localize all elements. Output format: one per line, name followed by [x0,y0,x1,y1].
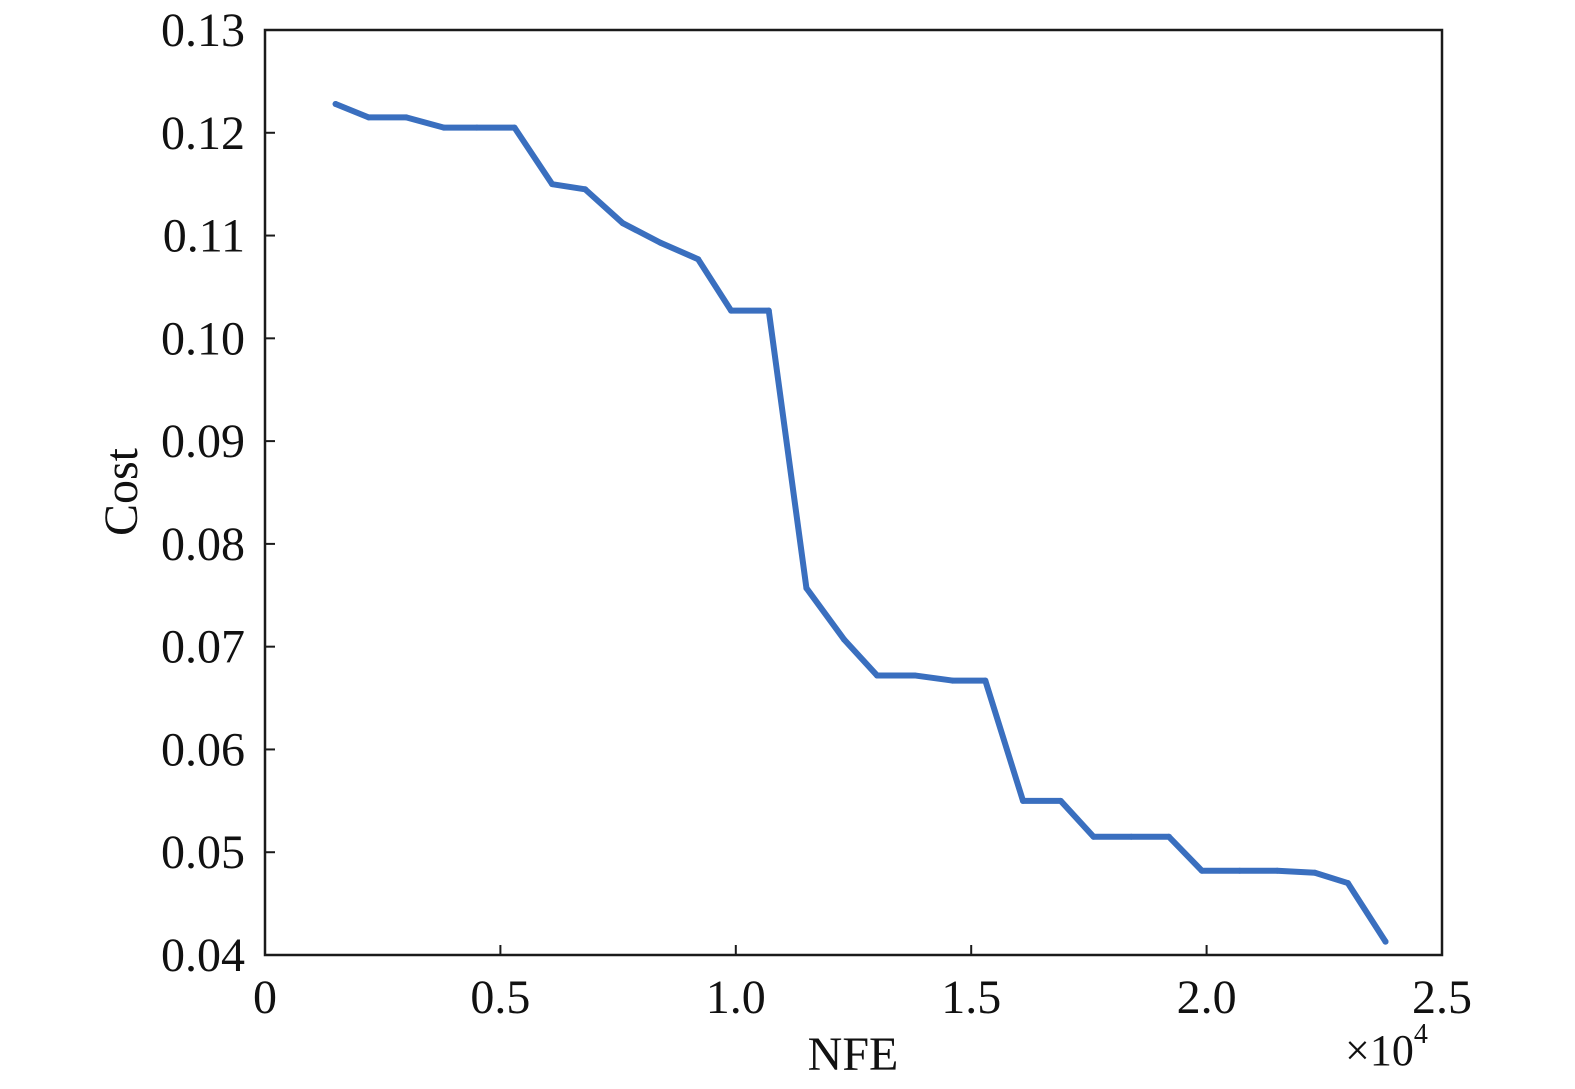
plot-frame [263,28,1444,957]
data-point [440,124,447,131]
y-tick-label: 0.09 [161,415,245,468]
data-point [728,307,735,314]
x-multiplier-exponent: 4 [1414,1019,1428,1050]
data-point [511,124,518,131]
data-point [1274,867,1281,874]
y-tick-label: 0.04 [161,929,245,982]
y-tick-label: 0.07 [161,621,245,674]
y-tick-label: 0.13 [161,4,245,57]
y-tick-label: 0.08 [161,518,245,571]
x-multiplier-label: ×104 [1345,1019,1428,1075]
x-tick-label: 2.5 [1412,971,1472,1024]
data-point [332,101,339,107]
data-point [982,677,989,684]
x-axis-title: NFE [808,1028,899,1081]
data-point [1090,833,1097,840]
data-point [1236,867,1243,874]
y-axis-title: Cost [95,447,148,536]
y-tick-label: 0.11 [163,210,245,263]
data-point [1198,867,1205,874]
x-multiplier-base: ×10 [1345,1026,1414,1075]
series-points [332,101,1389,945]
data-point [841,636,848,643]
data-point [657,239,664,246]
data-point [874,672,881,679]
x-tick-label: 1.5 [941,971,1001,1024]
data-point [619,220,626,227]
data-point [1344,880,1351,887]
data-point [1382,938,1389,945]
data-point [549,181,556,188]
x-tick-label: 2.0 [1177,971,1237,1024]
data-point [582,186,589,193]
data-point [911,672,918,679]
data-point [473,124,480,131]
y-tick-label: 0.12 [161,107,245,160]
data-point [1311,869,1318,876]
data-point [765,307,772,314]
data-point [1128,833,1135,840]
data-point [803,585,810,592]
y-tick-label: 0.10 [161,312,245,365]
y-tick-label: 0.06 [161,723,245,776]
x-axis: 0 0.5 1.0 1.5 2.0 2.5 [253,945,1472,1024]
cost-series-line [332,101,1389,945]
data-point [949,677,956,684]
data-point [1165,833,1172,840]
x-tick-label: 1.0 [706,971,766,1024]
x-tick-label: 0 [253,971,277,1024]
y-axis: 0.04 0.05 0.06 0.07 0.08 0.09 0.10 0.11 0.12 0.13 [161,4,275,982]
data-point [1019,797,1026,804]
data-point [365,114,372,121]
data-point [695,256,702,263]
data-point [403,114,410,121]
x-tick-label: 0.5 [470,971,530,1024]
y-tick-label: 0.05 [161,826,245,879]
data-point [1057,797,1064,804]
